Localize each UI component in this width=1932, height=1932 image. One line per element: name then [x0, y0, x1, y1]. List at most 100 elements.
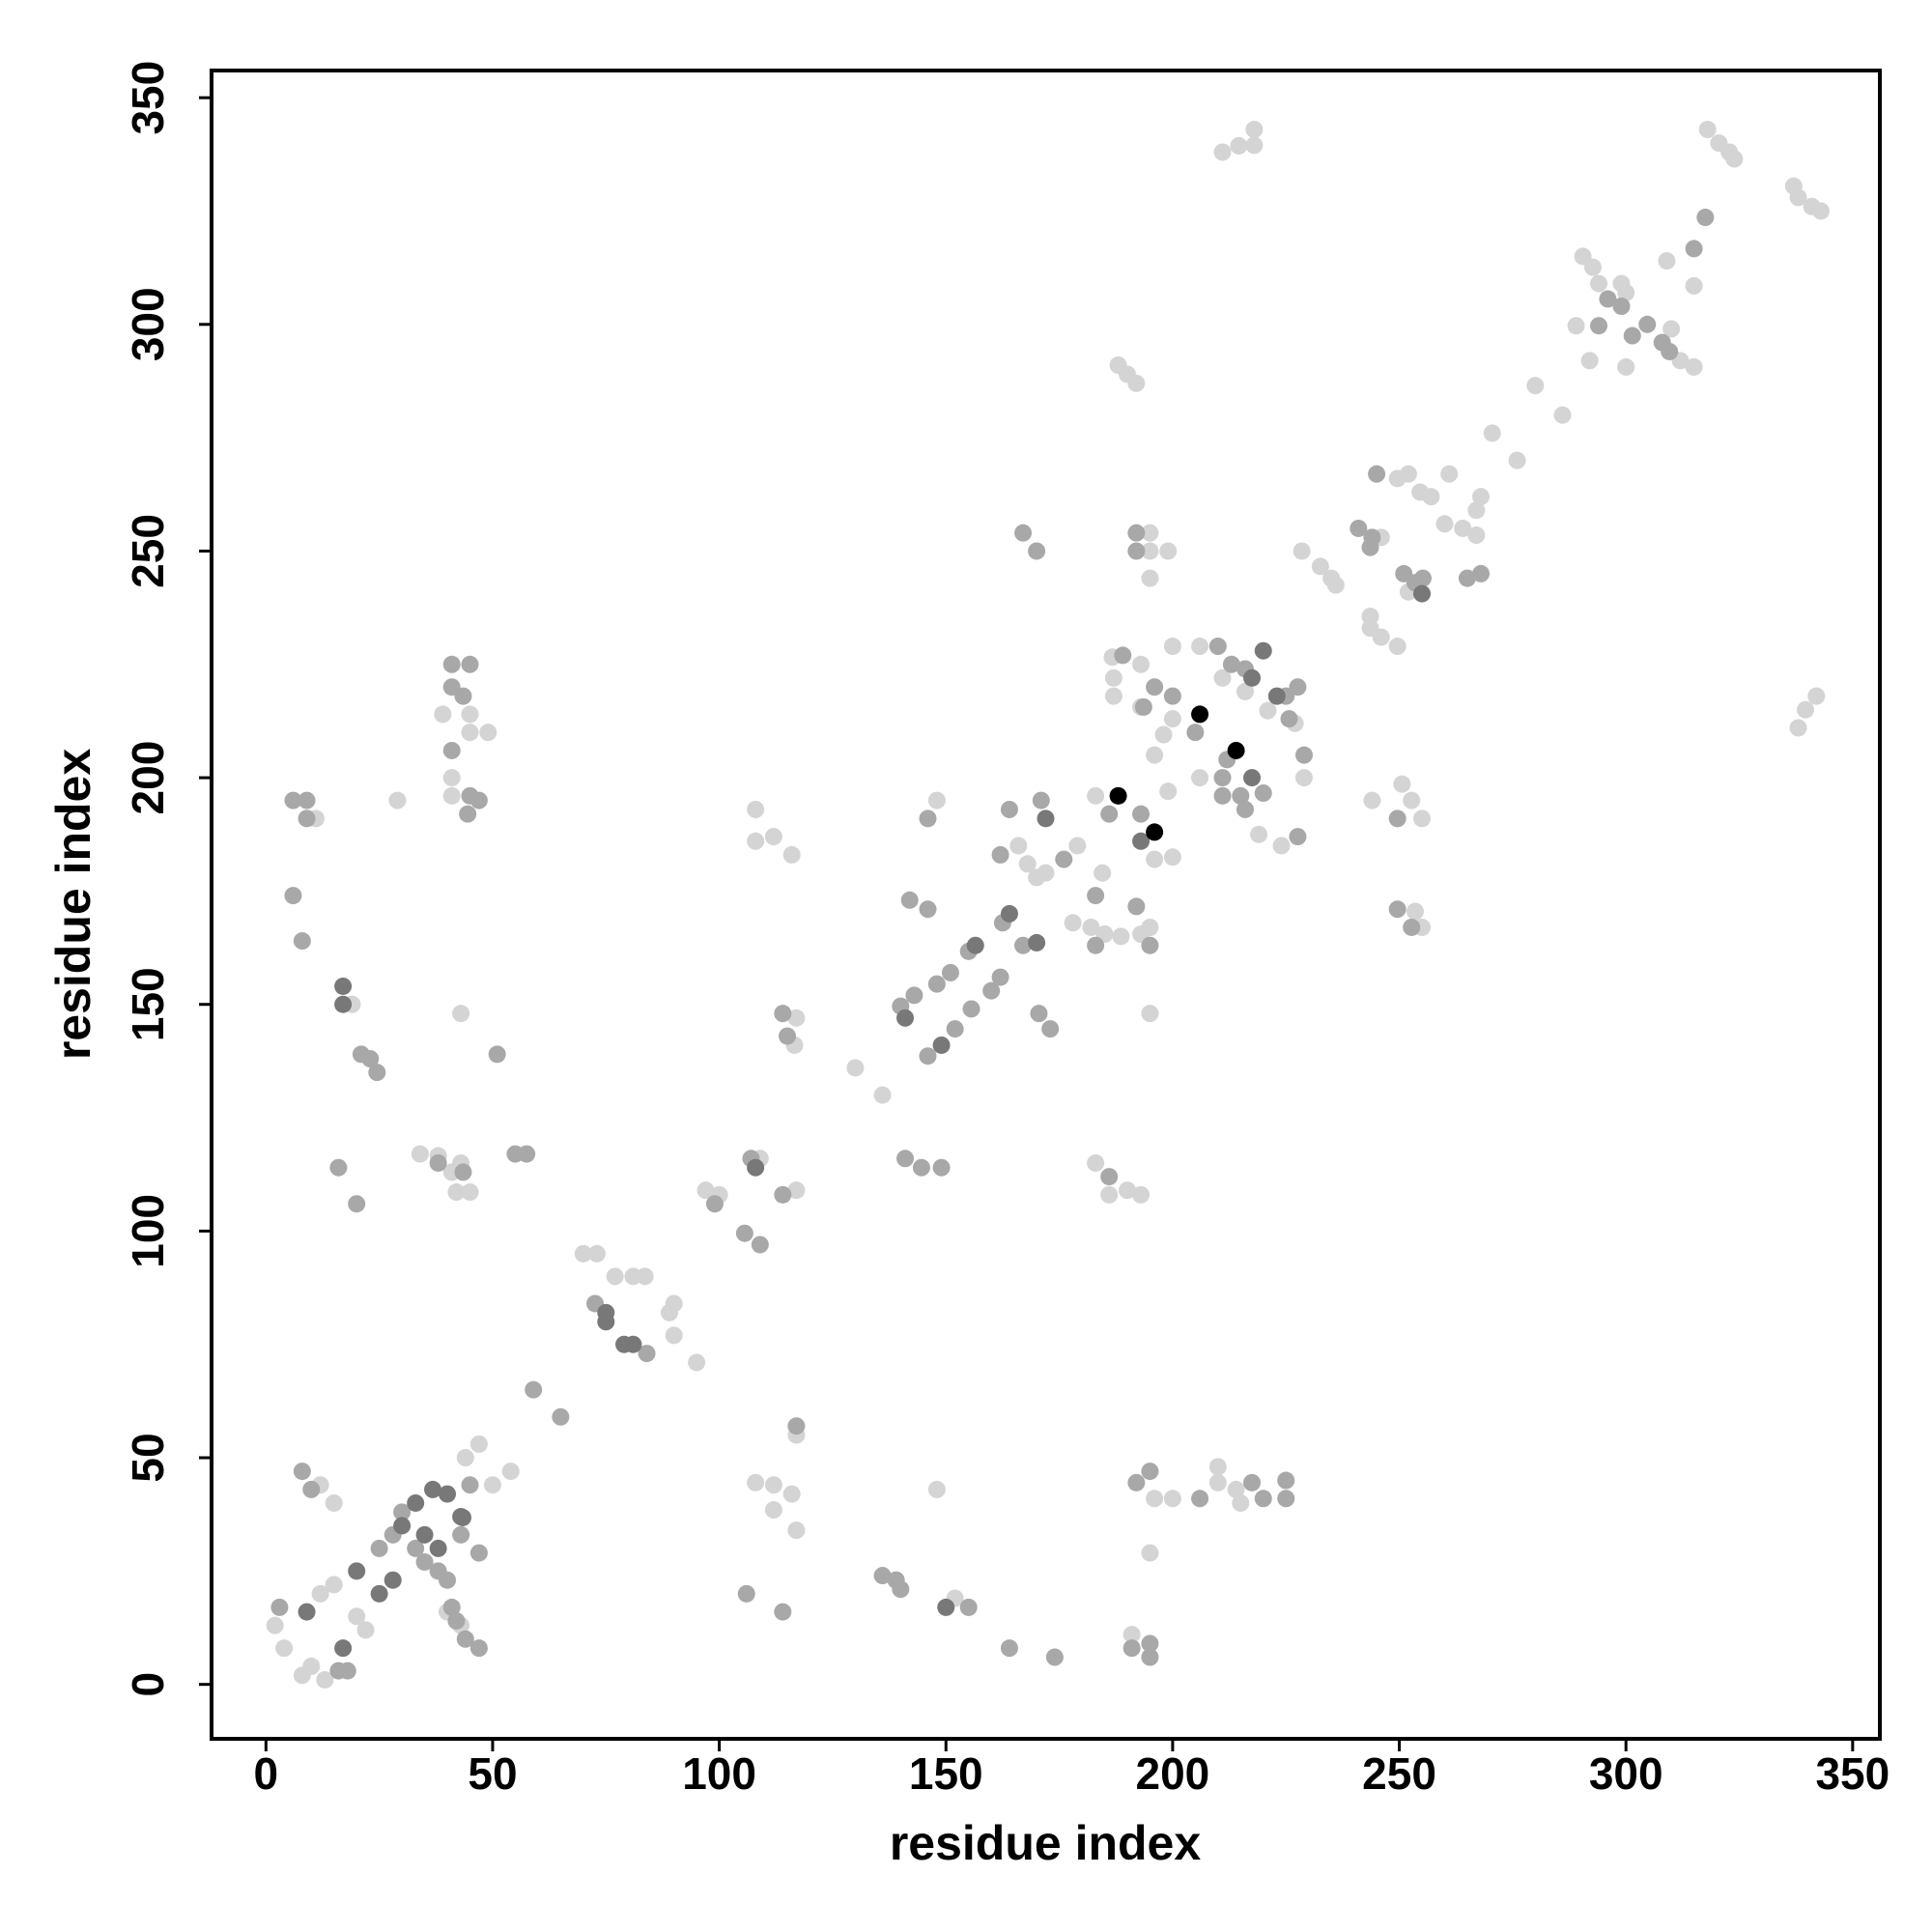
- point: [434, 705, 452, 724]
- point: [1141, 542, 1159, 560]
- point: [1032, 791, 1050, 810]
- point: [782, 1485, 801, 1503]
- point: [1037, 810, 1055, 828]
- y-tick-label: 0: [123, 1672, 173, 1697]
- point: [1811, 202, 1830, 220]
- point: [447, 1183, 466, 1202]
- point: [1141, 918, 1159, 936]
- point: [1191, 769, 1209, 787]
- point: [1087, 1153, 1105, 1172]
- point: [311, 1584, 329, 1603]
- point: [552, 1407, 570, 1426]
- point: [1030, 1005, 1048, 1023]
- x-tick-label: 350: [1815, 1748, 1889, 1799]
- point: [747, 832, 765, 850]
- point: [1243, 1473, 1262, 1492]
- point: [1259, 701, 1277, 720]
- point: [1132, 655, 1151, 673]
- point: [1141, 1463, 1159, 1481]
- point: [298, 810, 316, 828]
- point: [597, 1313, 615, 1331]
- point: [1467, 526, 1486, 545]
- point: [1037, 864, 1055, 882]
- point: [1163, 1490, 1181, 1508]
- plot-frame: [210, 69, 1882, 1741]
- point: [461, 1183, 479, 1202]
- point: [1236, 800, 1254, 818]
- point: [302, 1480, 321, 1498]
- point: [735, 1224, 753, 1242]
- point: [747, 800, 765, 818]
- point: [1508, 451, 1526, 469]
- point: [787, 1417, 806, 1435]
- x-tick-label: 200: [1136, 1748, 1210, 1799]
- point: [469, 1435, 488, 1453]
- point: [991, 845, 1009, 864]
- point: [1028, 542, 1046, 560]
- point: [1243, 668, 1262, 687]
- point: [454, 1163, 472, 1181]
- point: [1658, 252, 1676, 270]
- point: [1000, 800, 1018, 818]
- point: [316, 1670, 334, 1689]
- point: [1372, 628, 1390, 646]
- point: [1590, 317, 1608, 335]
- point: [415, 1552, 434, 1571]
- point: [442, 655, 461, 673]
- point: [334, 995, 353, 1013]
- point: [932, 1158, 951, 1177]
- point: [1583, 258, 1602, 276]
- point: [900, 891, 919, 909]
- point: [779, 1027, 797, 1045]
- point: [1254, 784, 1272, 803]
- point: [488, 1045, 506, 1064]
- point: [1807, 687, 1826, 705]
- point: [1068, 837, 1087, 855]
- point: [1122, 1639, 1141, 1658]
- point: [1311, 557, 1329, 576]
- point: [1413, 584, 1432, 603]
- point: [293, 932, 311, 951]
- point: [1590, 274, 1608, 293]
- point: [1163, 710, 1181, 728]
- point: [1254, 1490, 1272, 1508]
- point: [1526, 377, 1545, 395]
- point: [1208, 638, 1227, 656]
- x-tick-label: 0: [254, 1748, 279, 1799]
- point: [1191, 705, 1209, 724]
- point: [1191, 638, 1209, 656]
- point: [927, 975, 946, 993]
- point: [665, 1294, 683, 1313]
- point: [1388, 900, 1406, 919]
- point: [1159, 542, 1178, 560]
- point: [1245, 121, 1264, 139]
- point: [959, 1598, 978, 1616]
- point: [1685, 357, 1703, 376]
- point: [325, 1576, 343, 1594]
- point: [1087, 936, 1105, 954]
- point: [518, 1145, 536, 1163]
- point: [429, 1539, 447, 1557]
- point: [705, 1195, 724, 1213]
- point: [370, 1539, 388, 1557]
- point: [1163, 687, 1181, 705]
- point: [356, 1621, 375, 1639]
- point: [1154, 725, 1173, 744]
- point: [1127, 524, 1146, 542]
- point: [1014, 936, 1033, 954]
- point: [1413, 569, 1432, 587]
- point: [1289, 828, 1307, 846]
- point: [774, 1603, 792, 1621]
- point: [1213, 143, 1232, 161]
- point: [1797, 700, 1815, 719]
- point: [982, 981, 1001, 1000]
- point: [1094, 864, 1112, 882]
- point: [1163, 638, 1181, 656]
- point: [1232, 786, 1250, 805]
- x-tick-label: 100: [682, 1748, 756, 1799]
- point: [927, 1480, 946, 1498]
- point: [896, 1150, 915, 1168]
- point: [1141, 1634, 1159, 1653]
- point: [1612, 298, 1631, 316]
- point: [1159, 782, 1178, 801]
